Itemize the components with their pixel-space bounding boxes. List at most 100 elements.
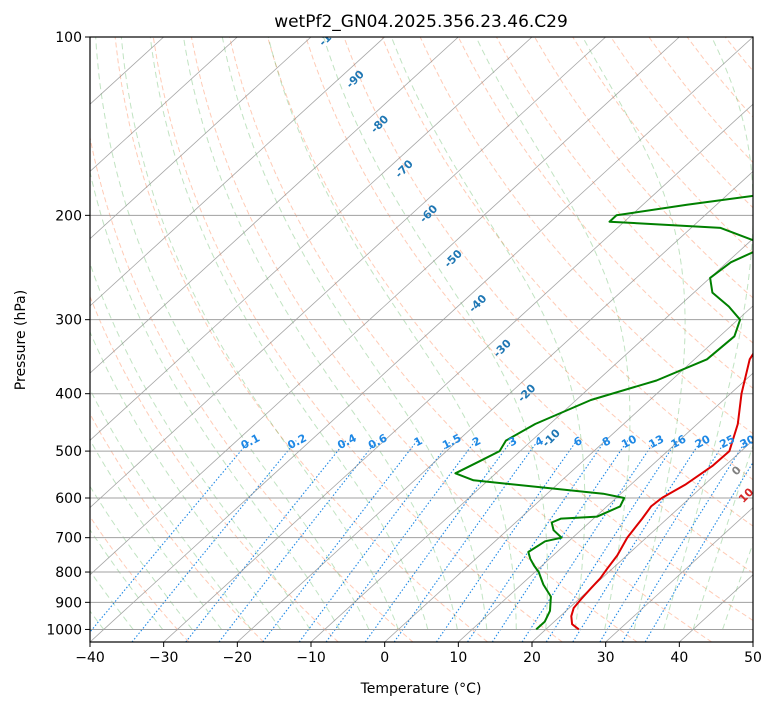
y-tick-label: 300 (55, 313, 82, 329)
moist-adiabat-line (390, 37, 586, 630)
y-tick-label: 400 (55, 387, 82, 403)
moist-adiabat-line (90, 485, 193, 630)
x-tick-label: −20 (223, 650, 253, 666)
moist-adiabat-line (90, 169, 340, 630)
x-tick-label: 0 (380, 650, 389, 666)
x-tick-label: −30 (149, 650, 179, 666)
x-tick-label: 50 (744, 650, 762, 666)
moist-adiabat-line (582, 37, 686, 630)
grid-layer (90, 37, 775, 642)
mixing-ratio-line (325, 440, 476, 642)
mixing-ratio-line (644, 461, 753, 642)
y-tick-label: 900 (55, 595, 82, 611)
moist-adiabat-line (475, 37, 631, 630)
isotherm-line (90, 37, 533, 441)
moist-adiabat-line (663, 37, 753, 630)
mixing-ratio-label: 0.1 (239, 431, 262, 452)
isotherm-line (237, 170, 753, 642)
isotherm-line (90, 37, 312, 240)
dry-adiabat-line (90, 412, 264, 642)
mixing-ratio-line (545, 440, 678, 642)
mixing-ratio-label: 20 (693, 432, 713, 451)
mixing-ratio-label: 13 (647, 432, 667, 451)
isotherm-line (90, 37, 680, 576)
moist-adiabat-line (120, 37, 399, 630)
isotherm-line (458, 372, 753, 642)
mixing-ratio-line (90, 440, 251, 633)
chart-title: wetPf2_GN04.2025.356.23.46.C29 (274, 12, 568, 32)
mixing-ratio-label: 3 (506, 434, 519, 449)
moist-adiabat-line (90, 262, 311, 630)
y-axis-label: Pressure (hPa) (13, 290, 29, 390)
moist-adiabat-line (722, 542, 753, 630)
mixing-ratio-line (393, 440, 539, 642)
isotherm-line (90, 37, 385, 307)
dry-adiabat-line (229, 37, 712, 642)
y-tick-label: 600 (55, 491, 82, 507)
isotherm-line (90, 37, 606, 509)
mixing-ratio-line (185, 440, 347, 642)
x-tick-label: 20 (523, 650, 541, 666)
dry-adiabat-line (343, 37, 753, 527)
moist-adiabat-line (90, 570, 134, 630)
mixing-ratio-label: 8 (600, 434, 613, 449)
isotherm-line (752, 641, 753, 642)
mixing-ratio-line (218, 440, 378, 642)
mixing-ratio-label: 36 (759, 432, 775, 451)
dry-adiabat-line (534, 37, 753, 299)
mixing-ratio-label: 1.5 (440, 431, 463, 452)
dry-adiabat-line (267, 37, 753, 622)
axes: −40 −30 −20 −10 0 10 20 30 40 5010020030040050060… (46, 30, 762, 666)
dewpoint-line (454, 194, 753, 631)
mixing-ratio-label: 10 (619, 432, 639, 451)
moist-adiabat-line (267, 37, 517, 630)
mixing-ratio-line (491, 440, 629, 642)
y-tick-label: 700 (55, 531, 82, 547)
moist-adiabat-line (90, 388, 252, 630)
moist-adiabat-line (90, 439, 222, 630)
temperature-line (570, 352, 753, 631)
isotherm-line (531, 439, 753, 642)
mixing-ratio-line (572, 440, 702, 642)
y-tick-label: 500 (55, 444, 82, 460)
isotherm-line (310, 238, 753, 642)
series-layer (454, 194, 753, 631)
dry-adiabat-line (648, 37, 753, 164)
moist-adiabat-label: 0 (729, 463, 744, 478)
x-tick-label: −40 (75, 650, 105, 666)
x-axis-label: Temperature (°C) (360, 681, 482, 697)
dry-adiabat-line (152, 37, 563, 642)
moist-adiabat-line (183, 37, 458, 630)
mixing-ratio-line (131, 440, 297, 642)
y-tick-label: 100 (55, 30, 82, 46)
mixing-ratio-label: 1 (412, 434, 425, 449)
moist-adiabat-line (149, 37, 429, 630)
isotherm-line (90, 37, 459, 374)
mixing-ratio-line (521, 440, 656, 642)
isotherm-line (90, 37, 753, 642)
mixing-ratio-label: 30 (738, 432, 758, 451)
dry-adiabat-line (763, 37, 775, 642)
moist-adiabat-line (692, 443, 753, 630)
mixing-ratio-line (599, 440, 727, 642)
y-tick-label: 800 (55, 565, 82, 581)
dry-adiabat-line (457, 37, 753, 389)
dry-adiabat-line (381, 37, 753, 481)
mixing-ratio-line (435, 440, 578, 642)
x-tick-label: 10 (449, 650, 467, 666)
mixing-ratio-line (467, 440, 606, 642)
dry-adiabat-line (305, 37, 753, 574)
dry-adiabat-line (90, 295, 339, 642)
dry-adiabat-line (495, 37, 753, 344)
mixing-ratio-label: 16 (669, 432, 689, 451)
isotherm-line (605, 507, 753, 642)
mixing-ratio-line (262, 440, 418, 642)
isotherm-line (90, 37, 238, 172)
mixing-ratio-label: 6 (572, 434, 585, 449)
mixing-ratio-line (621, 440, 747, 642)
x-tick-label: 30 (597, 650, 615, 666)
y-tick-label: 200 (55, 208, 82, 224)
isotherm-line (384, 305, 753, 642)
mixing-ratio-label: 2 (470, 434, 483, 449)
